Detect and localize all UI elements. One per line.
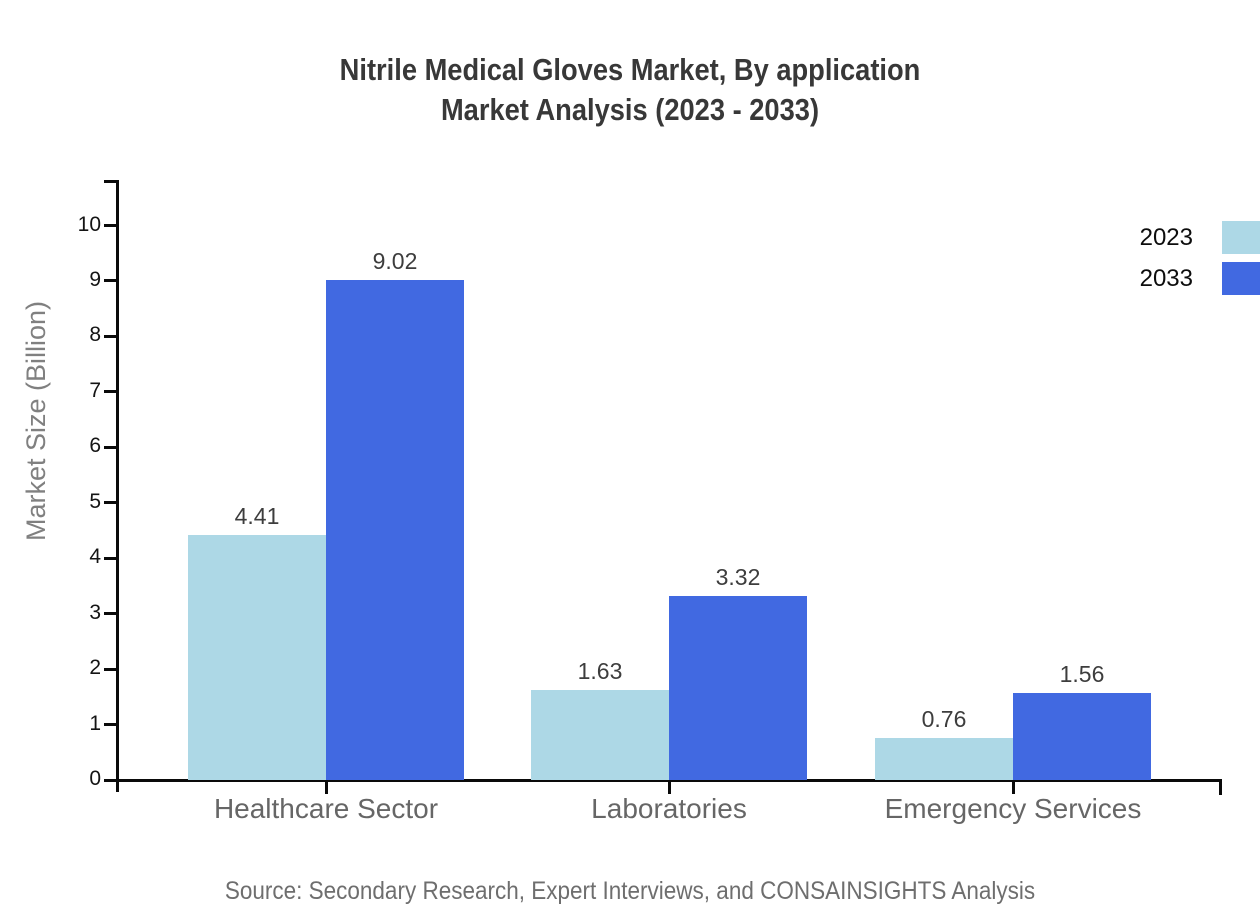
x-axis-endcap-tick [1219,779,1222,795]
x-tick [324,780,328,794]
y-tick [104,556,118,560]
category-label: Emergency Services [884,793,1142,824]
y-tick [104,445,118,449]
y-axis-endcap-tick [104,180,119,183]
y-axis-line [116,180,119,792]
y-tick [104,723,118,727]
chart-title-line2: Market Analysis (2023 - 2033) [440,92,820,127]
y-tick [104,778,118,782]
y-tick [104,224,118,227]
bar-2033-0 [326,279,464,780]
legend-label: 2033 [1139,265,1193,292]
y-tick [104,501,118,505]
legend-swatch [1222,262,1260,295]
category-label: Laboratories [591,793,747,824]
bar-2023-0 [188,535,326,780]
y-tick-label: 7 [89,378,101,402]
y-tick-label: 3 [89,600,101,624]
y-tick-label: 5 [89,489,101,513]
y-tick-label: 2 [89,656,101,680]
y-tick-label: 6 [89,434,101,458]
y-tick-label: 10 [77,212,101,236]
category-label: Healthcare Sector [213,793,439,824]
legend-swatch [1222,221,1260,254]
legend-label: 2023 [1139,224,1193,251]
x-tick [1011,780,1015,794]
chart-title: Nitrile Medical Gloves Market, By applic… [76,50,1185,130]
source-note: Source: Secondary Research, Expert Inter… [224,877,1036,905]
y-axis-title: Market Size (Billion) [21,300,51,542]
bar-2033-2 [1013,693,1151,780]
y-tick [104,334,118,338]
y-tick-label: 9 [89,267,101,291]
bar-2023-1 [531,689,669,780]
y-tick-label: 0 [89,767,101,790]
bar-2033-1 [669,595,807,780]
y-tick [104,279,118,283]
y-tick [104,667,118,671]
y-tick-label: 4 [89,545,101,569]
y-tick-label: 8 [89,323,101,347]
bar-2023-2 [875,737,1013,780]
y-tick-label: 1 [89,711,101,735]
value-label: 9.02 [372,247,418,274]
x-axis-line [104,779,1222,782]
chart-title-line1: Nitrile Medical Gloves Market, By applic… [339,52,921,87]
y-tick [104,612,118,616]
value-label: 1.56 [1059,661,1105,688]
x-tick [667,780,671,794]
value-label: 1.63 [577,657,623,684]
value-label: 3.32 [715,563,761,590]
value-label: 4.41 [234,503,280,530]
value-label: 0.76 [921,705,967,732]
y-tick [104,390,118,394]
